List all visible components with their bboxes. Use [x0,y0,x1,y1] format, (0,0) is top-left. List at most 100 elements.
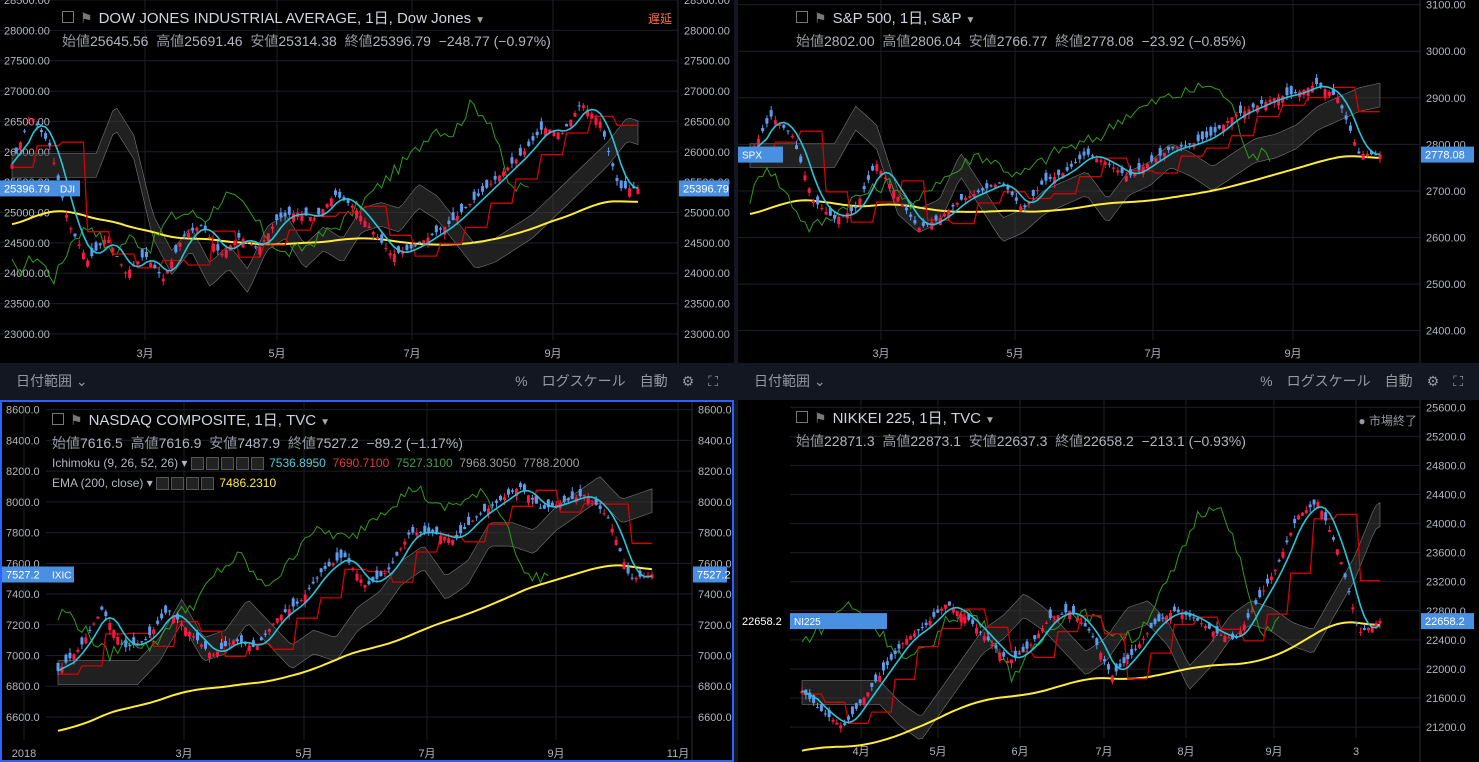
candle-body [1362,628,1366,630]
candle-body [542,505,546,509]
chart-canvas-spx[interactable]: 3100.003000.002900.002800.002700.002600.… [738,0,1479,363]
candle-body [951,204,955,207]
candle-body [174,245,178,253]
chart-canvas-ni225[interactable]: 25600.0 25200.0 24800.0 24400.0 24000.0 23600… [738,400,1479,762]
candle-body [1289,86,1293,95]
gear-icon[interactable]: ⚙ [1426,373,1440,389]
y-tick-label-left: 7000.0 [6,651,40,663]
candle-body [1029,644,1033,646]
collapse-icon[interactable] [52,413,64,425]
candle-body [955,202,959,205]
symbol-title[interactable]: S&P 500, 1日, S&P [832,10,962,27]
auto-button[interactable]: 自動 [639,373,668,389]
x-tick-label: 9月 [544,348,561,360]
y-tick-label: 24000.0 [1426,519,1466,531]
candle-body [1304,510,1308,514]
flag-icon[interactable]: ⚑ [814,10,827,26]
candle-body [1017,653,1021,655]
chevron-down-icon[interactable]: ▼ [965,15,976,26]
flag-icon[interactable]: ⚑ [80,10,93,26]
candle-body [355,210,359,218]
candle-body [72,654,76,660]
candle-body [577,105,581,107]
candle-body [283,212,287,217]
candle-body [1289,532,1293,536]
chevron-down-icon[interactable]: ▼ [984,415,995,426]
flag-icon[interactable]: ⚑ [814,410,827,426]
candle-body [1106,664,1110,670]
legend-ni225: ⚑ NIKKEI 225, 1日, TVC ▼ 始値22871.3 高値22873.… [796,408,1246,451]
y-tick-label: 6600.0 [698,712,732,724]
chart-canvas-ixic[interactable]: 8600.0 8600.0 8400.0 8400.0 8200.0 8200.0 8000… [2,402,732,760]
candle-body [112,630,116,638]
candle-body [467,516,471,525]
chart-pane-ixic[interactable]: 8600.0 8600.0 8400.0 8400.0 8200.0 8200.0 8000… [0,400,734,762]
candle-body [165,271,169,274]
symbol-title[interactable]: NIKKEI 225, 1日, TVC [832,410,981,427]
candle-body [308,216,312,221]
x-tick-label: 5月 [295,748,312,760]
y-tick-label: 2900.00 [1426,93,1466,105]
candle-body [531,136,535,141]
candle-body [275,214,279,220]
kijun-line [58,489,652,675]
candle-body [100,606,104,610]
candle-body [1130,649,1134,655]
log-scale-button[interactable]: ログスケール [541,373,626,389]
candle-body [971,619,975,624]
last-price-left-label: 22658.2 [742,616,782,628]
candle-body [157,271,161,274]
candle-body [1300,512,1304,516]
collapse-icon[interactable] [796,411,808,423]
last-price-label: 7527.2 [697,570,731,582]
gear-icon[interactable]: ⚙ [681,373,695,389]
symbol-tag-label: IXIC [52,571,71,582]
collapse-icon[interactable] [62,11,74,23]
x-tick-label: 3月 [136,348,153,360]
candle-body [928,620,932,626]
candle-body [527,141,531,146]
auto-button[interactable]: 自動 [1384,373,1413,389]
indicator-ichimoku[interactable]: Ichimoku (9, 26, 52, 26) ▾ 7536.8950 769… [52,456,580,471]
chevron-down-icon[interactable]: ▼ [320,417,331,428]
y-tick-label: 25000.00 [684,208,730,220]
candle-body [1293,91,1297,94]
date-range-button[interactable]: 日付範囲 ⌄ [16,373,88,389]
chart-pane-ni225[interactable]: 25600.0 25200.0 24800.0 24400.0 24000.0 23600… [738,400,1479,762]
last-price-left-label: 7527.2 [6,570,40,582]
y-tick-label: 6800.0 [698,681,732,693]
collapse-icon[interactable] [796,11,808,23]
candle-body [52,162,56,164]
chart-pane-dji[interactable]: 28500.00 28500.00 28000.00 28000.00 27500.00… [0,0,734,363]
flag-icon[interactable]: ⚑ [70,412,83,428]
x-tick-label: 7月 [418,748,435,760]
fullscreen-icon[interactable]: ⛶ [1453,373,1463,389]
candle-body [195,227,199,232]
log-scale-button[interactable]: ログスケール [1286,373,1371,389]
chevron-down-icon[interactable]: ▼ [475,15,486,26]
percent-button[interactable]: % [515,373,528,389]
candle-body [942,214,946,217]
candle-body [1260,99,1264,104]
candle-body [1285,540,1289,543]
fullscreen-icon[interactable]: ⛶ [708,373,718,389]
chart-pane-spx[interactable]: 3100.00 3000.00 2900.00 2800.00 2700.00 2600.… [738,0,1479,363]
candle-body [331,563,335,566]
candle-body [233,241,237,245]
kijun-line [802,513,1380,724]
candle-body [634,577,638,580]
candle-body [573,112,577,117]
chart-canvas-dji[interactable]: 28500.00 28500.00 28000.00 28000.00 27500.00… [0,0,734,363]
symbol-title[interactable]: NASDAQ COMPOSITE, 1日, TVC [88,412,317,429]
date-range-button[interactable]: 日付範囲 ⌄ [754,373,826,389]
candle-body [811,200,815,204]
ema-line [11,200,638,246]
y-tick-label: 24000.00 [684,268,730,280]
symbol-title[interactable]: DOW JONES INDUSTRIAL AVERAGE, 1日, Dow Jo… [98,10,472,27]
candle-body [1254,600,1258,605]
candle-body [581,105,585,108]
percent-button[interactable]: % [1260,373,1273,389]
candle-body [839,725,843,729]
indicator-ema[interactable]: EMA (200, close) ▾ 7486.2310 [52,476,277,491]
candle-body [1355,621,1359,623]
